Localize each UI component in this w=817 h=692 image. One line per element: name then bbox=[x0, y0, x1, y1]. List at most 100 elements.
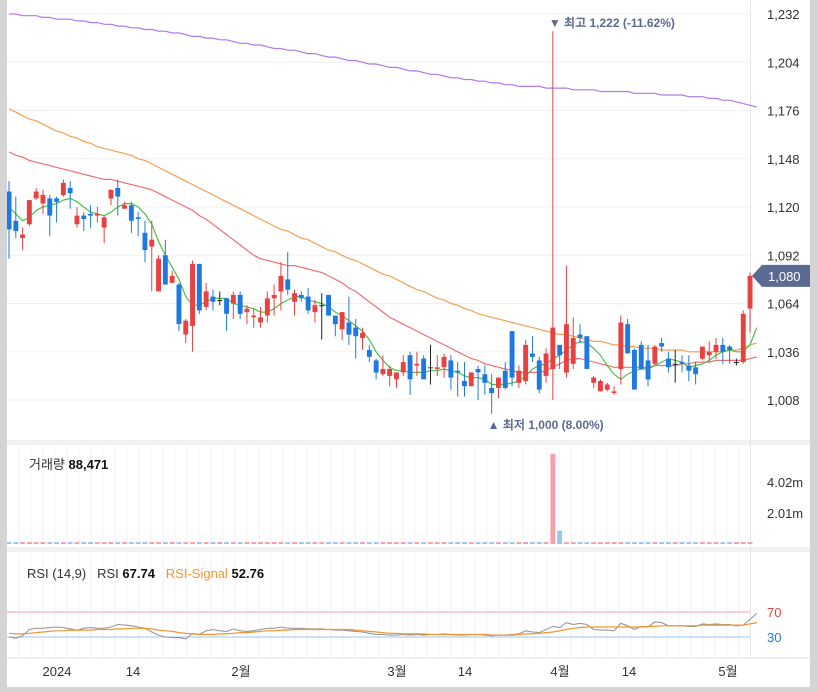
volume-bar bbox=[455, 542, 461, 544]
candle-body bbox=[536, 360, 542, 390]
x-tick-label: 2월 bbox=[231, 664, 250, 679]
candle-body bbox=[26, 200, 32, 225]
volume-bar bbox=[312, 542, 318, 544]
candle-body bbox=[81, 215, 87, 219]
candle-body bbox=[720, 344, 726, 352]
candle-body bbox=[190, 263, 195, 326]
volume-bar bbox=[604, 542, 610, 544]
candle-body bbox=[489, 387, 495, 394]
candle-body bbox=[747, 275, 753, 309]
volume-bar bbox=[128, 542, 134, 544]
candle-body bbox=[60, 182, 66, 195]
volume-bar bbox=[162, 542, 168, 544]
current-price-label: 1,080 bbox=[768, 269, 801, 284]
candle-body bbox=[672, 363, 678, 365]
candle-body bbox=[584, 336, 590, 369]
candle-body bbox=[482, 374, 488, 383]
volume-label: 거래량 88,471 bbox=[29, 457, 109, 472]
price-tick-label: 1,036 bbox=[767, 345, 800, 360]
current-price-badge bbox=[752, 264, 810, 287]
volume-bar bbox=[339, 542, 345, 544]
candle-body bbox=[244, 308, 250, 313]
candle-body bbox=[659, 343, 665, 347]
candle-body bbox=[196, 263, 202, 311]
volume-bar bbox=[584, 542, 590, 544]
rsi-lines bbox=[8, 612, 758, 640]
volume-bar bbox=[509, 542, 515, 544]
chart-canvas[interactable]: 1,232 1,204 1,176 1,148 1,120 1,092 1,064 1,036… bbox=[6, 0, 810, 687]
volume-bar bbox=[81, 542, 87, 544]
candle-body bbox=[475, 369, 481, 373]
candle-body bbox=[727, 346, 733, 350]
volume-bar bbox=[149, 542, 155, 544]
volume-bar bbox=[400, 542, 406, 544]
candle-body bbox=[686, 365, 692, 371]
volume-bar bbox=[462, 542, 467, 544]
volume-bar bbox=[441, 542, 447, 544]
candle-body bbox=[13, 220, 19, 232]
volume-bar bbox=[6, 542, 12, 544]
volume-bar bbox=[632, 542, 637, 544]
candle-body bbox=[217, 300, 223, 302]
candle-body bbox=[496, 377, 501, 388]
rsi-legend: RSI (14,9) RSI 67.74 RSI-Signal 52.76 bbox=[27, 566, 264, 581]
candle-body bbox=[428, 367, 433, 369]
candle-body bbox=[638, 344, 644, 369]
volume-bar bbox=[203, 542, 209, 544]
candle-body bbox=[645, 360, 651, 380]
candle-body bbox=[156, 258, 161, 292]
rsi-signal-line bbox=[8, 622, 757, 636]
candle-body bbox=[625, 324, 631, 354]
candle-body bbox=[278, 275, 284, 292]
volume-bars bbox=[6, 453, 753, 545]
candle-body bbox=[88, 213, 93, 216]
volume-bar bbox=[115, 542, 121, 544]
volume-bar bbox=[434, 542, 440, 544]
candle-body bbox=[564, 324, 569, 373]
volume-bar bbox=[387, 542, 393, 544]
volume-bar bbox=[672, 542, 678, 544]
volume-bar bbox=[720, 542, 726, 544]
candle-body bbox=[128, 205, 134, 221]
stock-chart[interactable]: 1,232 1,204 1,176 1,148 1,120 1,092 1,064 1,036… bbox=[6, 0, 810, 687]
candle-body bbox=[434, 367, 440, 369]
ma60-line bbox=[8, 108, 757, 353]
volume-bar bbox=[380, 542, 386, 544]
candle-body bbox=[224, 298, 229, 314]
ma20-line bbox=[8, 151, 757, 373]
candle-body bbox=[604, 384, 610, 390]
candle-body bbox=[271, 294, 277, 299]
volume-bar bbox=[196, 542, 202, 544]
volume-bar bbox=[652, 542, 658, 544]
rsi-value: 67.74 bbox=[122, 566, 155, 581]
volume-bar bbox=[468, 542, 474, 544]
volume-bar bbox=[734, 542, 739, 544]
candle-body bbox=[400, 362, 406, 373]
volume-bar bbox=[516, 542, 522, 544]
volume-bar bbox=[20, 542, 25, 544]
moving-averages bbox=[8, 13, 758, 386]
volume-bar bbox=[543, 542, 549, 544]
candle-body bbox=[67, 188, 73, 194]
candle-body bbox=[162, 255, 168, 285]
panel-separator bbox=[7, 547, 810, 552]
candle-body bbox=[101, 217, 107, 228]
candle-body bbox=[550, 327, 556, 369]
candle-body bbox=[33, 191, 39, 199]
volume-bar bbox=[13, 542, 19, 544]
volume-bar bbox=[251, 542, 257, 544]
candle-body bbox=[441, 356, 447, 368]
rsi-signal-name: RSI-Signal bbox=[165, 566, 228, 581]
volume-bar bbox=[448, 542, 454, 544]
volume-bar bbox=[67, 542, 73, 544]
x-tick-label: 14 bbox=[458, 664, 472, 679]
candle-body bbox=[394, 372, 399, 380]
volume-bar bbox=[224, 542, 229, 544]
candle-body bbox=[142, 232, 148, 250]
candle-body bbox=[652, 346, 658, 364]
candle-body bbox=[251, 315, 257, 318]
volume-bar bbox=[570, 542, 576, 544]
volume-bar bbox=[326, 542, 331, 544]
volume-bar bbox=[169, 542, 175, 544]
volume-bar bbox=[33, 542, 39, 544]
